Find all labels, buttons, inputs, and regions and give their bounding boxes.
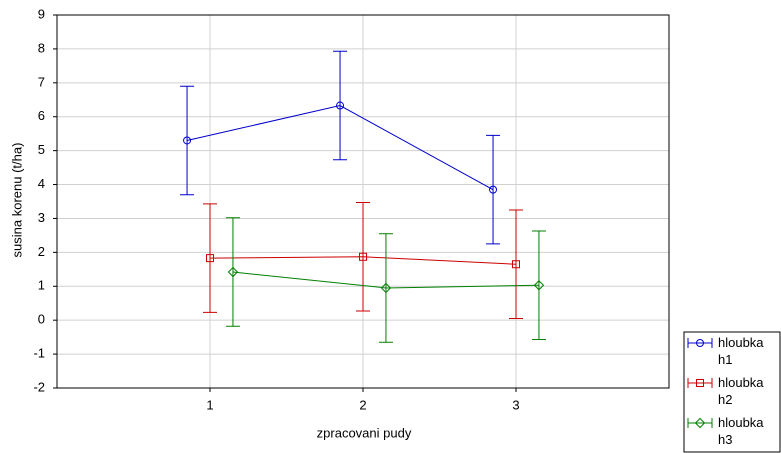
plot-frame	[56, 14, 670, 389]
y-tick-label: 6	[38, 108, 45, 123]
error-bar	[333, 50, 348, 161]
legend-label: hloubka h3	[718, 415, 764, 447]
data-point	[359, 252, 367, 261]
x-tick-label: 1	[206, 397, 213, 412]
data-point	[489, 185, 498, 194]
y-axis-label: susina korenu (t/ha)	[9, 143, 24, 258]
y-tick-label: 1	[38, 278, 45, 293]
y-tick-label: 7	[38, 74, 45, 89]
legend-label: hloubka h1	[718, 335, 764, 367]
legend-marker	[696, 339, 704, 347]
error-bar	[180, 85, 195, 196]
error-bar	[356, 202, 370, 312]
error-bar	[486, 134, 501, 245]
x-axis-label: zpracovani pudy	[317, 425, 412, 440]
error-bar	[531, 230, 546, 341]
y-tick-label: 0	[38, 312, 45, 327]
x-tick-label: 3	[512, 397, 519, 412]
y-tick-label: 9	[38, 6, 45, 21]
data-point	[227, 266, 239, 278]
legend-marker	[694, 417, 706, 429]
data-point	[512, 260, 520, 269]
y-tick-label: 5	[38, 142, 45, 157]
y-tick-label: 3	[38, 210, 45, 225]
data-point	[183, 136, 192, 145]
legend-box	[683, 331, 781, 453]
data-point	[336, 101, 345, 110]
y-tick-label: 4	[38, 176, 45, 191]
y-tick-label: -2	[33, 379, 45, 394]
legend-label: hloubka h2	[718, 375, 764, 407]
error-bar	[225, 217, 240, 327]
error-bar	[509, 209, 523, 319]
y-tick-label: 8	[38, 40, 45, 55]
y-tick-label: 2	[38, 244, 45, 259]
error-bar	[203, 203, 217, 313]
y-tick-label: -1	[33, 346, 45, 361]
data-point	[206, 254, 214, 263]
data-point	[533, 280, 545, 291]
legend-marker	[696, 379, 704, 387]
x-tick-label: 2	[359, 397, 366, 412]
data-point	[380, 282, 392, 294]
error-bar	[378, 233, 393, 343]
